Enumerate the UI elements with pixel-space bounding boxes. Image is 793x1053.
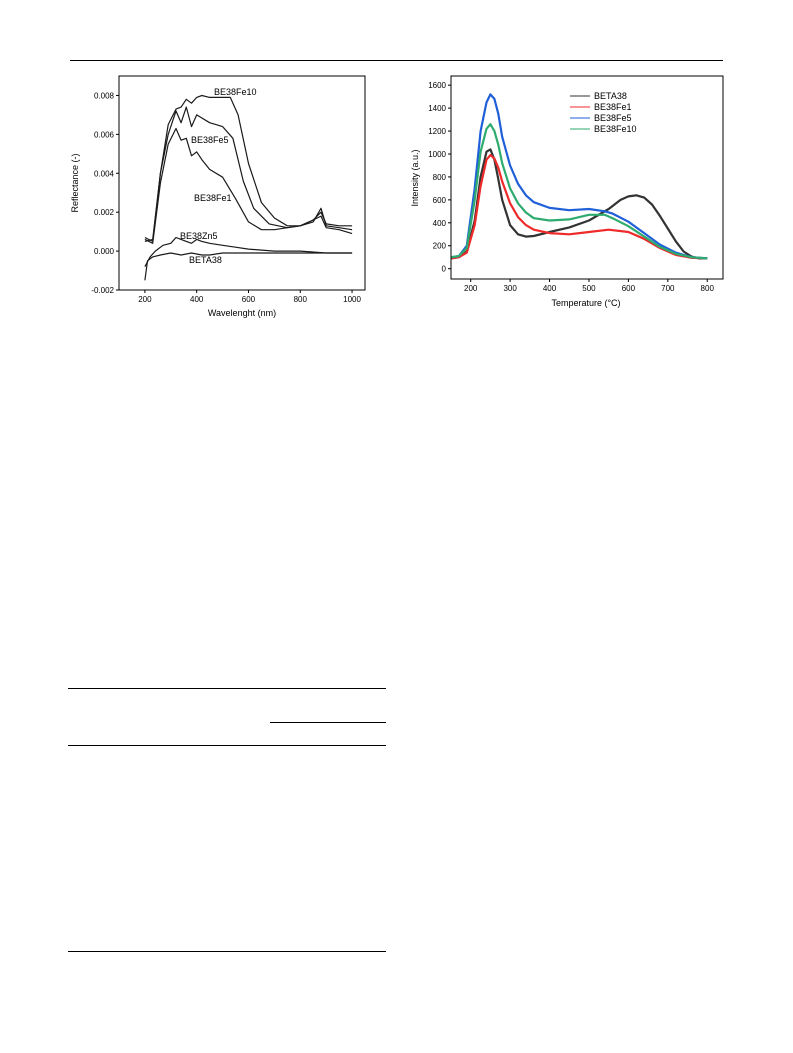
x-tick-label: 700 <box>661 284 675 293</box>
x-tick-label: 400 <box>543 284 557 293</box>
series-line-be38fe5 <box>144 106 353 242</box>
annotation-be38fe5: BE38Fe5 <box>191 135 229 145</box>
series-line-beta38 <box>450 148 708 260</box>
y-tick-label: 200 <box>433 242 447 251</box>
x-tick-label: 500 <box>582 284 596 293</box>
legend-label-be38fe5: BE38Fe5 <box>594 113 632 123</box>
reflectance-ylabel: Reflectance (-) <box>70 153 80 212</box>
series-line-be38fe5 <box>450 93 708 260</box>
legend-label-be38fe10: BE38Fe10 <box>594 124 637 134</box>
legend-label-be38fe1: BE38Fe1 <box>594 102 632 112</box>
y-tick-label: 400 <box>433 219 447 228</box>
y-tick-label: 0.008 <box>94 91 115 100</box>
reflectance-xlabel: Wavelenght (nm) <box>208 308 276 318</box>
y-tick-label: 600 <box>433 196 447 205</box>
tpd-xlabel: Temperature (°C) <box>551 298 620 308</box>
reflectance-y-axis: -0.002 0.000 0.002 0.004 0.006 0.008 <box>91 91 119 295</box>
tpd-plot-area <box>450 93 708 260</box>
y-tick-label: 0.002 <box>94 208 115 217</box>
series-line-be38fe10 <box>450 123 708 260</box>
table-mid-rule <box>270 722 386 723</box>
x-tick-label: 300 <box>503 284 517 293</box>
series-line-beta38 <box>144 252 353 281</box>
y-tick-label: 0.004 <box>94 169 115 178</box>
x-tick-label: 1000 <box>343 295 361 304</box>
reflectance-x-axis: 200 400 600 800 1000 <box>138 290 362 304</box>
y-tick-label: 0 <box>442 265 447 274</box>
x-tick-label: 800 <box>701 284 715 293</box>
reflectance-plot-frame <box>118 75 366 291</box>
annotation-be38fe1: BE38Fe1 <box>194 193 232 203</box>
y-tick-label: 1000 <box>428 150 446 159</box>
tpd-ylabel: Intensity (a.u.) <box>410 149 420 206</box>
annotation-beta38: BETA38 <box>189 255 222 265</box>
series-line-be38fe1 <box>450 154 708 260</box>
tpd-chart: 200 300 400 500 600 700 800 0 200 400 600 800 1000 1… <box>410 75 724 308</box>
tpd-x-axis: 200 300 400 500 600 700 800 <box>464 279 714 293</box>
annotation-be38fe10: BE38Fe10 <box>214 87 257 97</box>
y-tick-label: 1600 <box>428 81 446 90</box>
y-tick-label: 0.000 <box>94 247 115 256</box>
y-tick-label: 1400 <box>428 104 446 113</box>
legend-label-beta38: BETA38 <box>594 91 627 101</box>
table-header-rule <box>68 745 386 746</box>
y-tick-label: -0.002 <box>91 286 114 295</box>
reflectance-chart: 200 400 600 800 1000 -0.002 0.000 0.002 0.004 0.… <box>70 75 366 318</box>
x-tick-label: 400 <box>190 295 204 304</box>
table-top-rule <box>68 688 386 689</box>
series-line-be38fe10 <box>144 94 353 242</box>
y-tick-label: 800 <box>433 173 447 182</box>
x-tick-label: 200 <box>464 284 478 293</box>
x-tick-label: 200 <box>138 295 152 304</box>
y-tick-label: 1200 <box>428 127 446 136</box>
x-tick-label: 800 <box>294 295 308 304</box>
table-bottom-rule <box>68 951 386 952</box>
annotation-be38zn5: BE38Zn5 <box>180 231 218 241</box>
header-rule <box>70 60 723 61</box>
tpd-plot-frame <box>450 75 724 280</box>
y-tick-label: 0.006 <box>94 130 115 139</box>
x-tick-label: 600 <box>622 284 636 293</box>
series-line-be38fe1 <box>144 127 353 244</box>
reflectance-plot-area <box>144 94 353 281</box>
series-line-be38zn5 <box>144 236 353 267</box>
x-tick-label: 600 <box>242 295 256 304</box>
tpd-y-axis: 0 200 400 600 800 1000 1200 1400 1600 <box>428 81 451 274</box>
